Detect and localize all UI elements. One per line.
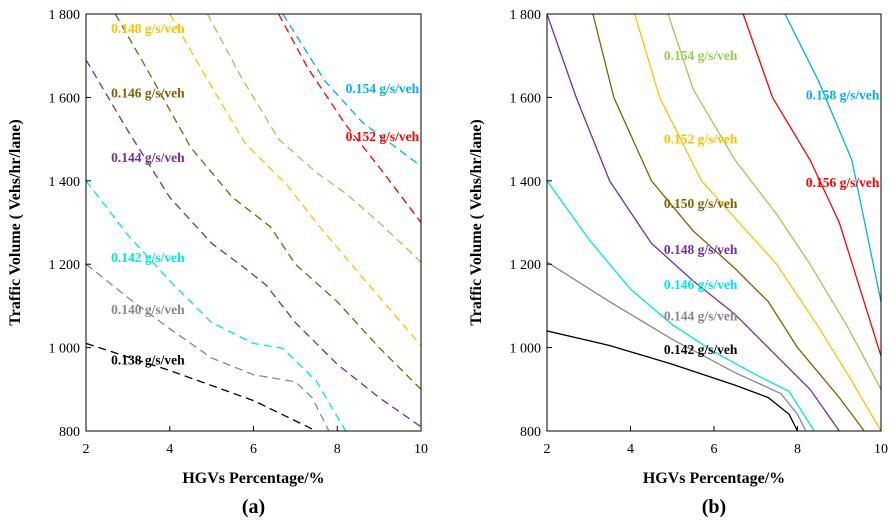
contour-line-0-150 xyxy=(592,14,865,431)
plot-frame xyxy=(85,13,422,432)
y-axis-title: Traffic Volume ( Vehs/hr/lane) xyxy=(7,119,24,325)
contour-line-0-144 xyxy=(547,261,807,431)
contour-line-0-146 xyxy=(547,180,815,431)
contour-line-0-154 xyxy=(282,14,421,167)
plot-frame xyxy=(546,13,882,432)
contour-label-0-152: 0.152 g/s/veh xyxy=(346,129,420,144)
contour-label-0-150: 0.150 g/s/veh xyxy=(664,196,738,211)
contour-label-0-148: 0.148 g/s/veh xyxy=(664,242,738,257)
contour-label-0-156: 0.156 g/s/veh xyxy=(806,175,880,190)
contour-line-0-152 xyxy=(634,14,881,431)
contour-line-0-158 xyxy=(784,14,881,302)
contour-line-0-138 xyxy=(86,342,317,431)
x-tick-label: 6 xyxy=(250,442,257,457)
contour-line-0-148 xyxy=(547,14,840,431)
contour-label-0-148: 0.148 g/s/veh xyxy=(111,21,185,36)
panel-label: (a) xyxy=(242,496,265,518)
contour-lines xyxy=(86,14,421,431)
y-axis-title: Traffic Volume ( Vehs/hr/lane) xyxy=(468,119,485,325)
x-tick-label: 2 xyxy=(544,442,551,457)
x-tick-label: 4 xyxy=(166,442,173,457)
x-tick-label: 8 xyxy=(794,442,801,457)
x-tick-label: 8 xyxy=(334,442,341,457)
x-tick-label: 2 xyxy=(83,442,90,457)
contour-label-0-154: 0.154 g/s/veh xyxy=(664,48,738,63)
contour-label-0-154: 0.154 g/s/veh xyxy=(346,81,420,96)
contour-label-0-146: 0.146 g/s/veh xyxy=(111,85,185,100)
contour-line-0-150 xyxy=(206,14,421,263)
y-tick-label: 1 800 xyxy=(510,8,542,23)
contour-line-0-144 xyxy=(86,59,421,428)
x-axis-title: HGVs Percentage/% xyxy=(643,470,785,487)
y-tick-label: 1 200 xyxy=(49,258,81,273)
y-tick-label: 800 xyxy=(59,425,80,440)
contour-label-0-146: 0.146 g/s/veh xyxy=(664,277,738,292)
contour-line-0-140 xyxy=(86,263,330,431)
contour-label-0-142: 0.142 g/s/veh xyxy=(664,342,738,357)
y-tick-label: 1 600 xyxy=(49,91,81,106)
contour-label-0-144: 0.144 g/s/veh xyxy=(664,308,738,323)
x-axis-title: HGVs Percentage/% xyxy=(182,470,324,487)
x-tick-label: 6 xyxy=(711,442,718,457)
y-tick-label: 1 000 xyxy=(49,342,81,357)
y-tick-label: 1 200 xyxy=(510,258,542,273)
x-tick-label: 10 xyxy=(874,442,888,457)
x-tick-label: 10 xyxy=(414,442,428,457)
x-tick-label: 4 xyxy=(627,442,634,457)
contour-line-0-142 xyxy=(86,180,347,431)
panel-a: 2 4 6 8 10 800 1 000 1 200 1 400 1 600 1 800 0.138 … xyxy=(7,8,428,518)
contour-label-0-152: 0.152 g/s/veh xyxy=(664,131,738,146)
contour-line-0-154 xyxy=(667,14,881,390)
y-tick-label: 1 400 xyxy=(510,175,542,190)
y-tick-label: 800 xyxy=(520,425,541,440)
panel-label: (b) xyxy=(702,496,726,518)
contour-label-0-144: 0.144 g/s/veh xyxy=(111,150,185,165)
contour-line-0-142 xyxy=(547,330,799,431)
y-tick-label: 1 000 xyxy=(510,342,542,357)
contour-label-0-138: 0.138 g/s/veh xyxy=(111,352,185,367)
contour-line-0-148 xyxy=(169,14,421,346)
contour-label-0-158: 0.158 g/s/veh xyxy=(806,87,880,102)
contour-line-0-156 xyxy=(742,14,881,357)
contour-label-0-142: 0.142 g/s/veh xyxy=(111,250,185,265)
contour-label-0-140: 0.140 g/s/veh xyxy=(111,302,185,317)
y-tick-label: 1 400 xyxy=(49,175,81,190)
y-tick-label: 1 800 xyxy=(49,8,81,23)
y-tick-label: 1 600 xyxy=(510,91,542,106)
contour-line-0-152 xyxy=(278,14,421,223)
panel-b: 2 4 6 8 10 800 1 000 1 200 1 400 1 600 1 800 0.142 … xyxy=(468,8,888,518)
contour-lines xyxy=(547,14,881,431)
contour-line-0-146 xyxy=(114,14,421,390)
